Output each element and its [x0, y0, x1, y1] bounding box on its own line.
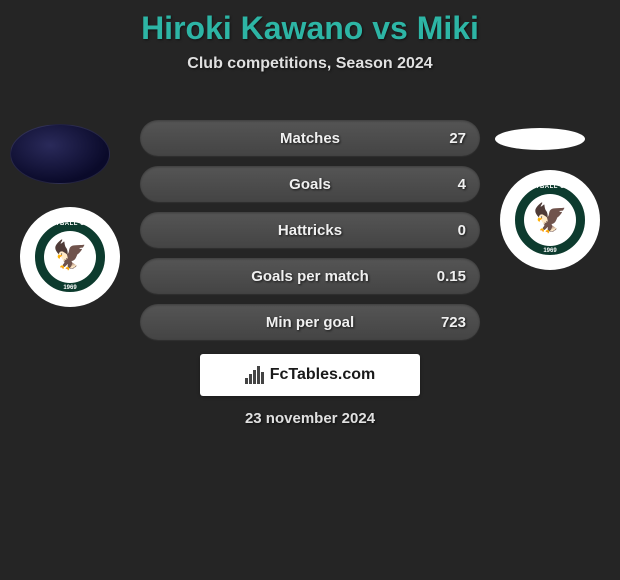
stat-value: 0.15	[437, 258, 466, 294]
stat-label: Goals per match	[140, 258, 480, 294]
club-crest-icon: FOOTBALL CLUB 🦅 1969	[512, 182, 588, 258]
comparison-subtitle: Club competitions, Season 2024	[0, 55, 620, 73]
stat-row: Matches 27	[140, 120, 480, 156]
club-crest-icon: FOOTBALL CLUB 🦅 1969	[32, 219, 108, 295]
player-right-photo	[495, 128, 585, 150]
crest-bird-icon: 🦅	[533, 205, 568, 233]
stats-list: Matches 27 Goals 4 Hattricks 0 Goals per…	[140, 120, 480, 350]
crest-text-top: FOOTBALL CLUB	[512, 184, 588, 190]
comparison-date: 23 november 2024	[0, 410, 620, 427]
stat-value: 4	[458, 166, 466, 202]
fctables-logo-icon	[245, 366, 264, 384]
stat-label: Hattricks	[140, 212, 480, 248]
stat-row: Hattricks 0	[140, 212, 480, 248]
stat-label: Goals	[140, 166, 480, 202]
player-right-club-crest: FOOTBALL CLUB 🦅 1969	[500, 170, 600, 270]
player-left-photo: Emirates	[10, 124, 110, 184]
stat-label: Min per goal	[140, 304, 480, 340]
stat-row: Goals 4	[140, 166, 480, 202]
fctables-label: FcTables.com	[270, 366, 376, 384]
stat-row: Goals per match 0.15	[140, 258, 480, 294]
stat-row: Min per goal 723	[140, 304, 480, 340]
stat-label: Matches	[140, 120, 480, 156]
crest-text-top: FOOTBALL CLUB	[32, 221, 108, 227]
player-left-club-crest: FOOTBALL CLUB 🦅 1969	[20, 207, 120, 307]
fctables-watermark: FcTables.com	[200, 354, 420, 396]
crest-bird-icon: 🦅	[53, 242, 88, 270]
stat-value: 723	[441, 304, 466, 340]
crest-year: 1969	[32, 285, 108, 291]
comparison-title: Hiroki Kawano vs Miki	[0, 0, 620, 47]
stat-value: 0	[458, 212, 466, 248]
stat-value: 27	[449, 120, 466, 156]
crest-year: 1969	[512, 248, 588, 254]
